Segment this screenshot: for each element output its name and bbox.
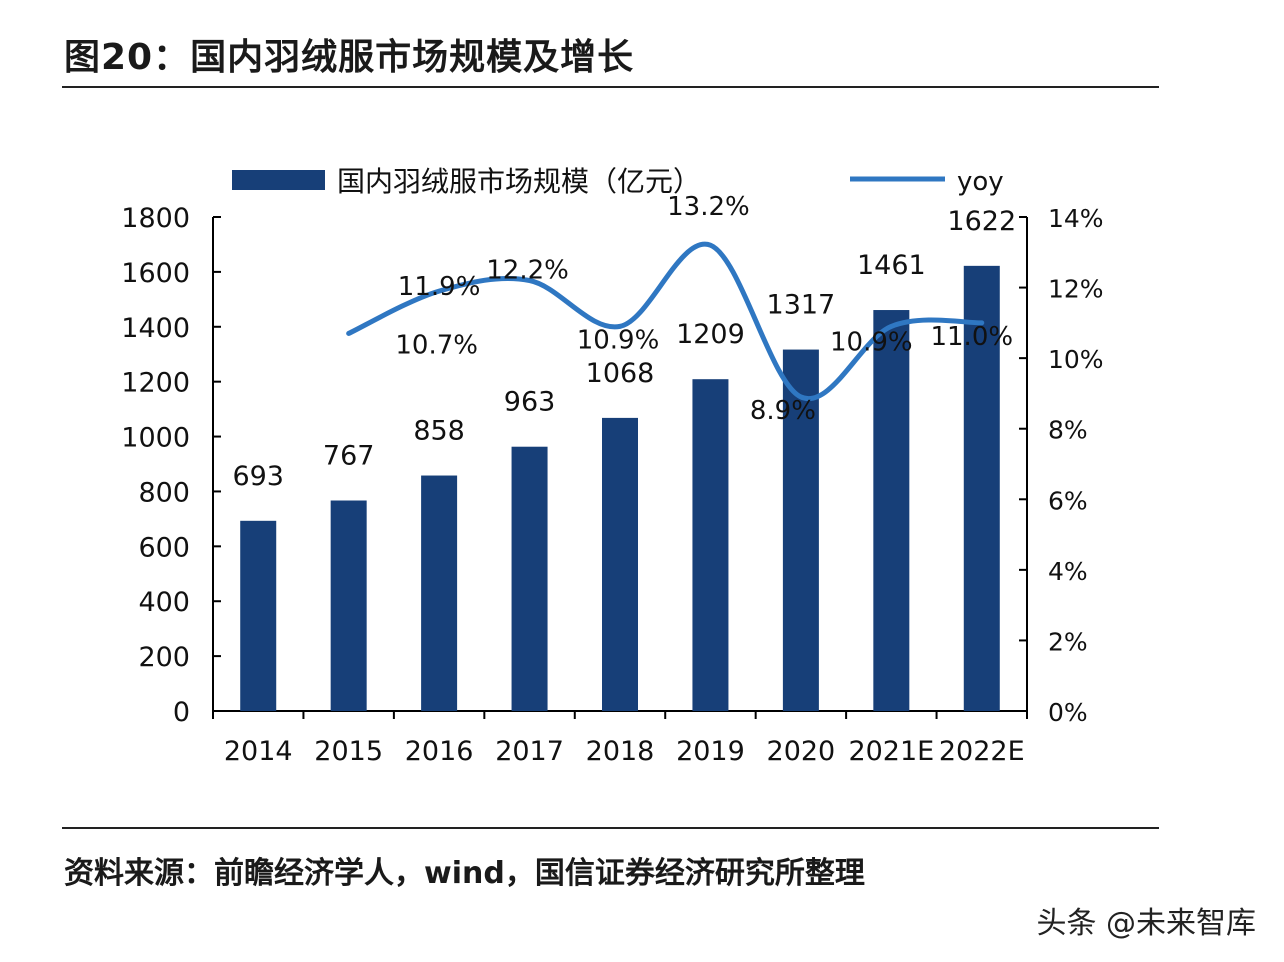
right-tick-label: 6% bbox=[1048, 486, 1088, 515]
bar bbox=[602, 417, 638, 711]
bar-value-label: 1068 bbox=[586, 358, 655, 389]
bar bbox=[240, 520, 277, 711]
x-tick-label: 2015 bbox=[314, 736, 383, 767]
bar bbox=[330, 500, 367, 711]
right-tick-label: 2% bbox=[1048, 627, 1088, 656]
bar bbox=[782, 349, 819, 711]
yoy-line bbox=[346, 241, 985, 402]
left-tick-label: 600 bbox=[138, 532, 190, 563]
figure-title: 图20：国内羽绒服市场规模及增长 bbox=[64, 37, 635, 78]
bar-value-label: 767 bbox=[323, 441, 375, 472]
left-tick-label: 200 bbox=[138, 642, 190, 673]
x-tick-label: 2014 bbox=[224, 736, 293, 767]
right-tick-label: 14% bbox=[1048, 204, 1104, 233]
left-tick-label: 800 bbox=[138, 477, 190, 508]
yoy-data-label: 10.9% bbox=[577, 325, 660, 355]
left-tick-label: 0 bbox=[173, 697, 190, 728]
bar bbox=[963, 265, 1000, 711]
x-tick-label: 2016 bbox=[405, 736, 474, 767]
bar bbox=[873, 310, 910, 711]
x-tick-label: 2022E bbox=[939, 736, 1025, 767]
yoy-data-label: 11.9% bbox=[398, 272, 481, 302]
left-tick-label: 400 bbox=[138, 587, 190, 618]
watermark: 头条 @未来智库 bbox=[1036, 906, 1256, 941]
yoy-data-label: 10.9% bbox=[830, 327, 913, 357]
yoy-data-label: 11.0% bbox=[930, 322, 1013, 352]
left-tick-label: 1800 bbox=[121, 203, 190, 234]
bar-value-label: 1209 bbox=[676, 319, 745, 350]
bar bbox=[692, 379, 729, 711]
bar-value-label: 1461 bbox=[857, 250, 926, 281]
left-tick-label: 1400 bbox=[121, 313, 190, 344]
x-tick-label: 2019 bbox=[676, 736, 745, 767]
left-tick-label: 1000 bbox=[121, 423, 190, 454]
yoy-data-label: 12.2% bbox=[486, 256, 569, 286]
source-note: 资料来源：前瞻经济学人，wind，国信证券经济研究所整理 bbox=[64, 856, 865, 891]
x-tick-label: 2021E bbox=[848, 736, 934, 767]
bar bbox=[511, 446, 548, 711]
left-tick-label: 1600 bbox=[121, 258, 190, 289]
top-divider bbox=[62, 86, 1159, 88]
bar bbox=[421, 475, 458, 711]
right-tick-label: 10% bbox=[1048, 345, 1104, 374]
legend-bar-swatch bbox=[232, 170, 325, 190]
x-tick-label: 2017 bbox=[495, 736, 564, 767]
right-tick-label: 8% bbox=[1048, 416, 1088, 445]
bar-value-label: 963 bbox=[504, 387, 556, 418]
bottom-divider bbox=[62, 827, 1159, 829]
right-tick-label: 4% bbox=[1048, 557, 1088, 586]
left-tick-label: 1200 bbox=[121, 368, 190, 399]
x-tick-label: 2018 bbox=[586, 736, 655, 767]
yoy-data-label: 8.9% bbox=[750, 396, 816, 426]
bar-value-label: 1622 bbox=[947, 206, 1016, 237]
bar-value-label: 858 bbox=[413, 416, 465, 447]
legend-line-label: yoy bbox=[957, 167, 1004, 197]
bar-value-label: 693 bbox=[232, 461, 284, 492]
x-tick-label: 2020 bbox=[767, 736, 836, 767]
yoy-data-label: 10.7% bbox=[395, 330, 478, 360]
right-tick-label: 0% bbox=[1048, 698, 1088, 727]
bar-value-label: 1317 bbox=[767, 290, 836, 321]
legend-bar-label: 国内羽绒服市场规模（亿元） bbox=[337, 165, 701, 198]
yoy-data-label: 13.2% bbox=[667, 192, 750, 222]
right-tick-label: 12% bbox=[1048, 275, 1104, 304]
